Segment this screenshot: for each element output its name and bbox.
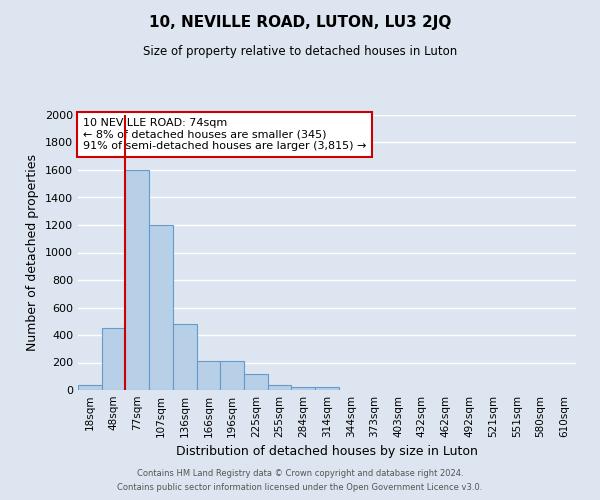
Text: Contains public sector information licensed under the Open Government Licence v3: Contains public sector information licen… bbox=[118, 484, 482, 492]
Bar bbox=[102, 328, 125, 390]
Text: Size of property relative to detached houses in Luton: Size of property relative to detached ho… bbox=[143, 45, 457, 58]
Bar bbox=[125, 170, 149, 390]
Bar bbox=[197, 361, 220, 390]
Bar bbox=[149, 225, 173, 390]
Bar bbox=[78, 385, 102, 390]
Bar bbox=[292, 386, 315, 390]
Text: Contains HM Land Registry data © Crown copyright and database right 2024.: Contains HM Land Registry data © Crown c… bbox=[137, 468, 463, 477]
Bar bbox=[315, 387, 339, 390]
X-axis label: Distribution of detached houses by size in Luton: Distribution of detached houses by size … bbox=[176, 446, 478, 458]
Bar bbox=[173, 324, 197, 390]
Bar bbox=[220, 361, 244, 390]
Bar bbox=[268, 384, 292, 390]
Bar bbox=[244, 374, 268, 390]
Text: 10, NEVILLE ROAD, LUTON, LU3 2JQ: 10, NEVILLE ROAD, LUTON, LU3 2JQ bbox=[149, 15, 451, 30]
Y-axis label: Number of detached properties: Number of detached properties bbox=[26, 154, 40, 351]
Text: 10 NEVILLE ROAD: 74sqm
← 8% of detached houses are smaller (345)
91% of semi-det: 10 NEVILLE ROAD: 74sqm ← 8% of detached … bbox=[83, 118, 367, 151]
